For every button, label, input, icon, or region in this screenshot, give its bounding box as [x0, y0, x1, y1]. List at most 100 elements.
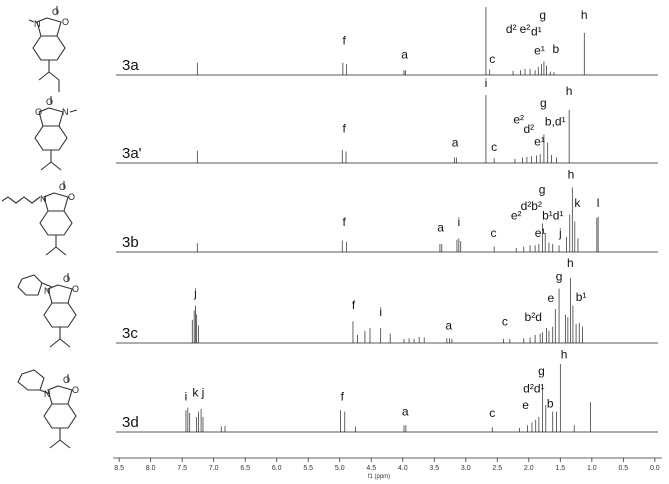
peak-label: g [538, 364, 545, 378]
peak-label: i [185, 390, 188, 404]
x-tick-label: 6.5 [240, 465, 250, 472]
peak-label: i [485, 0, 488, 2]
peak-label: h [581, 8, 588, 22]
structure-3c: O O N [17, 273, 79, 348]
structure-3b: O O N [1, 181, 75, 256]
svg-text:O: O [72, 385, 79, 395]
svg-text:N: N [44, 286, 51, 296]
peak-label: f [342, 121, 346, 135]
peak-label: b [547, 397, 554, 411]
peak-label: e² [511, 208, 522, 222]
peak-label: h [566, 84, 573, 98]
peak-label: c [489, 52, 495, 66]
x-tick-label: 7.5 [177, 465, 187, 472]
peak-label: g [539, 8, 546, 22]
svg-text:N: N [40, 194, 47, 204]
spectra-area: faicd²e²d¹e¹gbh3afaice²d²e¹gb,d¹h3a'faic… [116, 0, 658, 433]
peak-label: b²d [525, 310, 542, 324]
peak-label: i [379, 305, 382, 319]
peak-label: b,d¹ [545, 115, 566, 129]
compound-label: 3c [122, 325, 138, 342]
svg-text:O: O [46, 97, 53, 107]
svg-text:O: O [63, 375, 70, 385]
peak-label: c [491, 226, 497, 240]
peak-label: b [553, 42, 560, 56]
svg-text:N: N [44, 389, 51, 399]
peak-label: b¹ [576, 290, 587, 304]
x-tick-label: 0.0 [650, 465, 660, 472]
spectrum-3c: j f i a c b²d egh b¹ 3c [116, 256, 658, 344]
peak-label: h [567, 256, 574, 270]
peak-label: b¹d¹ [542, 208, 563, 222]
compound-label: 3d [122, 414, 139, 431]
peak-label: a [452, 136, 459, 150]
peak-label: j [558, 226, 562, 240]
peak-label: j [201, 386, 205, 400]
peak-label: k [192, 386, 199, 400]
peak-label: d² [523, 122, 534, 136]
spectrum-3d: i k j f a c e d²d¹ g b h 3d [116, 348, 658, 433]
peak-label: e¹ [534, 134, 545, 148]
peak-label: g [556, 269, 563, 283]
peak-label: g [540, 96, 547, 110]
peak-label: d² [506, 22, 517, 36]
x-tick-label: 0.5 [618, 465, 628, 472]
svg-text:O: O [35, 107, 42, 117]
svg-text:O: O [52, 7, 59, 17]
peak-label: k [574, 196, 581, 210]
svg-text:O: O [68, 192, 75, 202]
x-tick-label: 2.5 [492, 465, 502, 472]
x-tick-label: 4.5 [366, 465, 376, 472]
x-tick-label: 4.0 [398, 465, 408, 472]
x-tick-label: 2.0 [524, 465, 534, 472]
peak-label: f [342, 215, 346, 229]
peak-label: d¹ [531, 25, 542, 39]
peak-label: h [561, 348, 568, 362]
peak-label: c [491, 140, 497, 154]
svg-text:O: O [59, 182, 66, 192]
x-tick-label: 5.0 [335, 465, 345, 472]
x-tick-label: 8.0 [146, 465, 156, 472]
x-tick-label: 3.5 [429, 465, 439, 472]
compound-label: 3a' [122, 145, 142, 162]
svg-text:O: O [62, 17, 69, 27]
peak-label: e [548, 291, 555, 305]
peak-label: c [502, 314, 508, 328]
x-tick-label: 1.0 [587, 465, 597, 472]
x-tick-label: 7.0 [209, 465, 219, 472]
svg-text:N: N [62, 107, 69, 117]
peak-label: e² [520, 22, 531, 36]
peak-label: c [489, 406, 495, 420]
x-tick-label: 5.5 [303, 465, 313, 472]
structure-3d: O O N [17, 369, 79, 449]
peak-label: i [458, 215, 461, 229]
structure-3a: O O N [28, 6, 69, 92]
compound-label: 3a [122, 57, 139, 74]
peak-label: l [597, 196, 600, 210]
x-tick-label: 8.5 [114, 465, 124, 472]
peak-label: a [401, 48, 408, 62]
structure-3a-prime: O O N [34, 96, 78, 171]
x-tick-label: 1.5 [555, 465, 565, 472]
peak-label: g [539, 183, 546, 197]
x-axis-ticks: 8.5 8.0 7.5 7.0 6.5 6.0 5.5 5.0 4.5 4.0 3.5 3.0 2.5 2… [114, 458, 660, 472]
peak-label: d²b² [521, 199, 542, 213]
peak-label: a [445, 318, 452, 332]
peak-label: d²d¹ [523, 382, 544, 396]
peak-label: h [568, 168, 575, 182]
peak-label: e² [513, 113, 524, 127]
peak-label: a [437, 221, 444, 235]
peak-label: f [342, 33, 346, 47]
peak-label: f [341, 390, 345, 404]
peak-label: e¹ [535, 226, 546, 240]
x-axis-title: f1 (ppm) [368, 474, 390, 480]
x-tick-label: 3.0 [461, 465, 471, 472]
peak-label: i [485, 76, 488, 90]
peak-label: f [352, 298, 356, 312]
peak-label: j [193, 286, 197, 300]
peak-label: e¹ [534, 44, 545, 58]
